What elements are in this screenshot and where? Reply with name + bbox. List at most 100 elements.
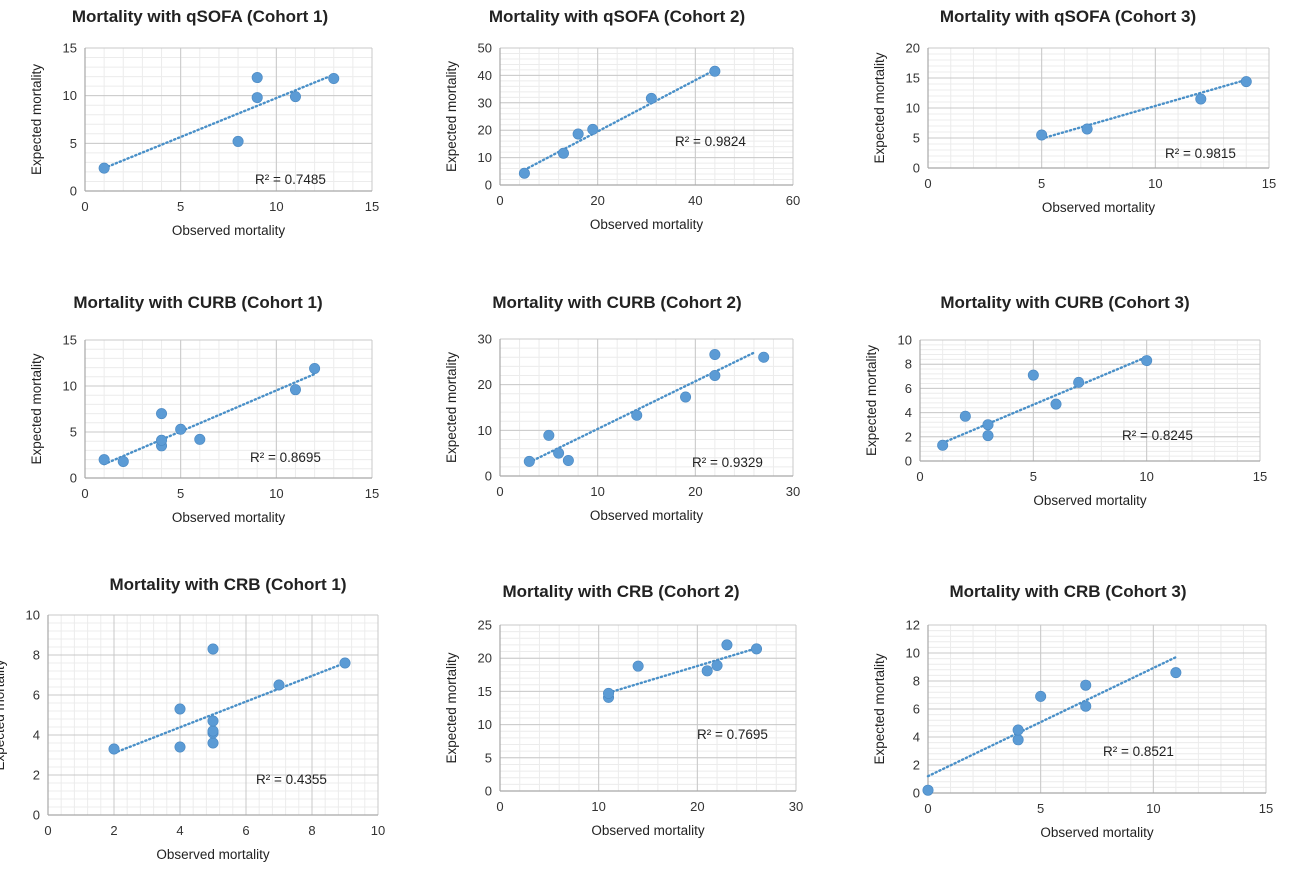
x-axis-label: Observed mortality bbox=[172, 510, 286, 525]
x-tick-label: 20 bbox=[590, 193, 604, 208]
data-point bbox=[758, 351, 770, 363]
data-point bbox=[98, 454, 110, 466]
y-tick-label: 8 bbox=[905, 357, 912, 372]
chart-5: 0 10 20 30 0 10 20 30 Mortality with CURB (Cohor… bbox=[444, 293, 800, 523]
y-tick-label: 12 bbox=[906, 618, 920, 633]
x-tick-label: 30 bbox=[789, 799, 803, 814]
trendline bbox=[926, 656, 1178, 778]
x-axis-label: Observed mortality bbox=[172, 223, 286, 238]
x-axis-label: Observed mortality bbox=[156, 847, 270, 862]
data-point bbox=[1080, 679, 1092, 691]
data-point bbox=[680, 391, 692, 403]
y-tick-label: 0 bbox=[485, 784, 492, 799]
data-point bbox=[1012, 734, 1024, 746]
data-point bbox=[982, 430, 994, 442]
y-tick-label: 0 bbox=[913, 161, 920, 176]
x-tick-label: 4 bbox=[176, 823, 183, 838]
y-axis-label: Expected mortality bbox=[444, 652, 459, 763]
y-axis-label: Expected mortality bbox=[872, 653, 887, 764]
x-axis-label: Observed mortality bbox=[591, 823, 705, 838]
x-tick-label: 30 bbox=[786, 484, 800, 499]
y-tick-label: 4 bbox=[33, 728, 40, 743]
chart-title: Mortality with CRB (Cohort 1) bbox=[109, 575, 346, 594]
chart-9: 0 5 10 15 0 2 4 6 8 10 12 Mortality with CRB (Cohor… bbox=[872, 582, 1273, 840]
data-point bbox=[289, 91, 301, 103]
y-tick-label: 0 bbox=[485, 178, 492, 193]
data-point bbox=[721, 639, 733, 651]
data-point bbox=[543, 429, 555, 441]
data-point bbox=[711, 660, 723, 672]
x-tick-label: 6 bbox=[242, 823, 249, 838]
y-tick-label: 8 bbox=[913, 674, 920, 689]
y-axis-label: Expected mortality bbox=[29, 353, 44, 464]
trendline bbox=[102, 73, 335, 170]
y-tick-label: 10 bbox=[906, 646, 920, 661]
r-squared-label: R² = 0.7485 bbox=[255, 172, 326, 187]
chart-8: 0 10 20 30 0 5 10 15 20 25 Mortality with CRB (Coh… bbox=[444, 582, 803, 838]
y-tick-label: 0 bbox=[913, 786, 920, 801]
chart-1: 0 5 10 15 0 5 10 15 Mortality with qSOFA (Cohort… bbox=[29, 7, 379, 238]
data-point bbox=[1141, 355, 1153, 367]
data-point bbox=[98, 162, 110, 174]
data-point bbox=[251, 72, 263, 84]
y-tick-label: 4 bbox=[913, 730, 920, 745]
data-point bbox=[156, 408, 168, 420]
x-tick-label: 15 bbox=[1262, 176, 1276, 191]
y-tick-label: 6 bbox=[33, 688, 40, 703]
x-tick-label: 15 bbox=[1253, 469, 1267, 484]
data-point bbox=[1081, 123, 1093, 135]
gridlines bbox=[84, 47, 373, 192]
y-tick-label: 5 bbox=[485, 750, 492, 765]
trendline bbox=[112, 661, 347, 755]
x-tick-label: 40 bbox=[688, 193, 702, 208]
x-tick-label: 0 bbox=[924, 801, 931, 816]
y-tick-label: 30 bbox=[478, 95, 492, 110]
data-point bbox=[709, 349, 721, 361]
r-squared-label: R² = 0.8695 bbox=[250, 450, 321, 465]
x-axis-label: Observed mortality bbox=[1040, 825, 1154, 840]
chart-4: 0 5 10 15 0 5 10 15 Mortality with CURB (Cohort … bbox=[29, 293, 379, 525]
x-axis-label: Observed mortality bbox=[1033, 493, 1147, 508]
y-tick-label: 0 bbox=[485, 469, 492, 484]
y-tick-label: 8 bbox=[33, 648, 40, 663]
data-point bbox=[922, 784, 934, 796]
data-point bbox=[982, 419, 994, 431]
data-point bbox=[207, 737, 219, 749]
x-tick-label: 60 bbox=[786, 193, 800, 208]
data-point bbox=[1012, 724, 1024, 736]
data-point bbox=[631, 409, 643, 421]
gridlines bbox=[499, 338, 794, 477]
y-tick-label: 50 bbox=[478, 41, 492, 56]
data-point bbox=[523, 455, 535, 467]
data-point bbox=[273, 679, 285, 691]
x-tick-label: 15 bbox=[1259, 801, 1273, 816]
y-tick-label: 20 bbox=[478, 123, 492, 138]
data-point bbox=[232, 135, 244, 147]
data-point bbox=[1027, 369, 1039, 381]
y-axis-label: Expected mortality bbox=[864, 345, 879, 456]
gridlines bbox=[927, 624, 1267, 794]
y-tick-label: 30 bbox=[478, 332, 492, 347]
gridlines bbox=[919, 339, 1261, 462]
y-tick-label: 2 bbox=[913, 758, 920, 773]
data-point bbox=[175, 423, 187, 435]
chart-2: 0 20 40 60 0 10 20 30 40 50 Mortality with qSOFA (… bbox=[444, 7, 800, 232]
y-tick-label: 20 bbox=[478, 651, 492, 666]
chart-7: 0 2 4 6 8 10 0 2 4 6 8 10 Mortality with CRB (Cohort… bbox=[0, 575, 385, 862]
y-axis-label: Expected mortality bbox=[29, 64, 44, 175]
y-tick-label: 6 bbox=[905, 381, 912, 396]
data-point bbox=[709, 65, 721, 77]
y-tick-label: 15 bbox=[478, 684, 492, 699]
chart-title: Mortality with CURB (Cohort 3) bbox=[940, 293, 1189, 312]
data-point bbox=[339, 657, 351, 669]
data-point bbox=[587, 123, 599, 135]
x-tick-label: 10 bbox=[591, 799, 605, 814]
y-tick-label: 40 bbox=[478, 68, 492, 83]
data-point bbox=[174, 703, 186, 715]
trendline bbox=[607, 647, 758, 694]
y-tick-label: 5 bbox=[70, 425, 77, 440]
x-tick-label: 20 bbox=[690, 799, 704, 814]
y-tick-label: 20 bbox=[906, 41, 920, 56]
data-point bbox=[603, 687, 615, 699]
